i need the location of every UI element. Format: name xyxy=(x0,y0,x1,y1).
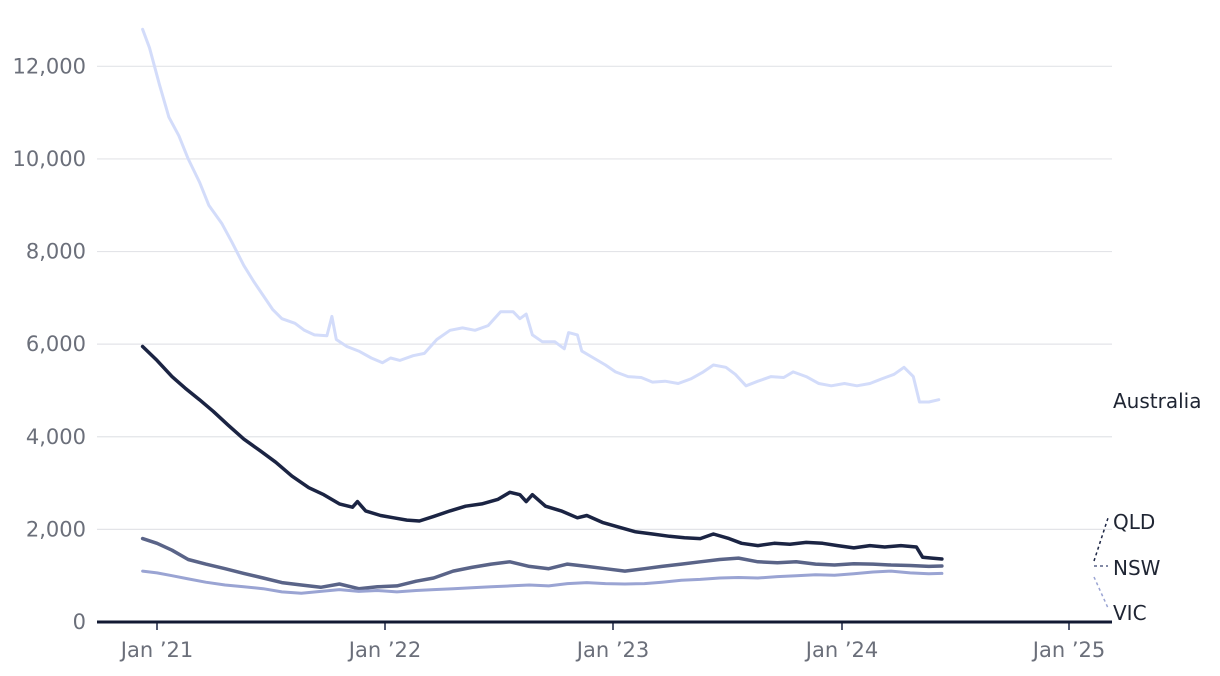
series-line-australia xyxy=(141,27,941,404)
y-tick-label: 10,000 xyxy=(13,147,86,171)
series-label-vic: VIC xyxy=(1113,601,1147,625)
series-label-nsw: NSW xyxy=(1113,556,1161,580)
series-line-qld xyxy=(140,344,944,561)
series-lines xyxy=(140,27,944,595)
y-tick-label: 8,000 xyxy=(26,240,86,264)
x-tick-label: Jan ’25 xyxy=(1031,638,1105,662)
y-tick-label: 6,000 xyxy=(26,332,86,356)
y-tick-label: 0 xyxy=(73,610,86,634)
series-labels: Australia QLD NSW VIC xyxy=(1093,389,1201,625)
label-leader-vic xyxy=(1093,576,1109,609)
x-tick-label: Jan ’22 xyxy=(347,638,421,662)
y-tick-label: 12,000 xyxy=(13,54,86,78)
y-axis-ticks: 0 2,000 4,000 6,000 8,000 10,000 12,000 xyxy=(13,54,86,634)
x-tick-label: Jan ’24 xyxy=(804,638,878,662)
y-tick-label: 4,000 xyxy=(26,425,86,449)
y-tick-label: 2,000 xyxy=(26,517,86,541)
x-tick-label: Jan ’21 xyxy=(119,638,193,662)
x-tick-label: Jan ’23 xyxy=(575,638,649,662)
series-label-australia: Australia xyxy=(1113,389,1201,413)
gridlines xyxy=(97,65,1112,530)
label-leader-qld xyxy=(1093,517,1109,562)
series-label-qld: QLD xyxy=(1113,510,1155,534)
series-line-nsw xyxy=(140,536,944,591)
x-axis-ticks: Jan ’21 Jan ’22 Jan ’23 Jan ’24 Jan ’25 xyxy=(119,622,1105,662)
series-line-vic xyxy=(141,569,944,595)
